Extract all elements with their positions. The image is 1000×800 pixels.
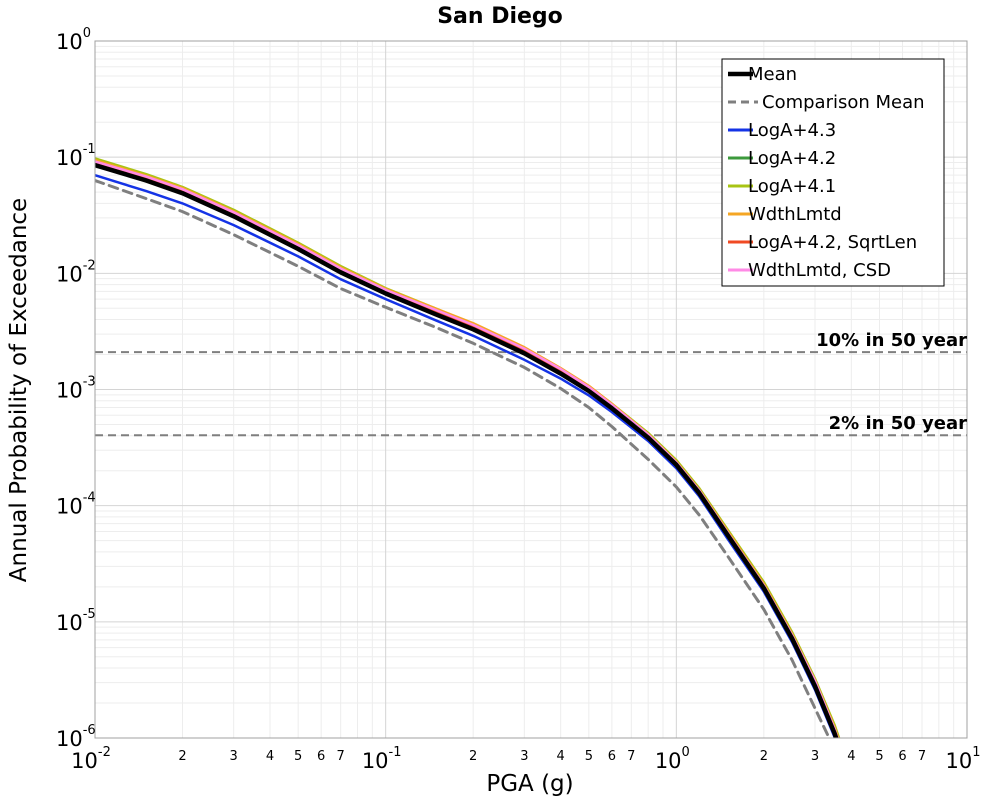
- x-minor-tick-label: 5: [294, 749, 302, 764]
- legend-label: LogA+4.1: [748, 176, 836, 197]
- plot-frame: [94, 40, 968, 739]
- x-minor-tick-label: 7: [627, 749, 635, 764]
- legend-box: [721, 58, 945, 287]
- x-minor-tick-label: 3: [520, 749, 528, 764]
- x-tick-label: 101: [945, 745, 980, 773]
- legend-label: WdthLmtd: [748, 204, 842, 225]
- y-tick-label: 10-2: [56, 258, 96, 286]
- x-minor-tick-label: 5: [585, 749, 593, 764]
- legend: Mean Comparison Mean LogA+4.3 LogA+4.2 LogA+…: [721, 58, 945, 287]
- x-minor-tick-label: 7: [337, 749, 345, 764]
- y-tick-label: 100: [56, 26, 91, 54]
- x-minor-tick-label: 2: [760, 749, 768, 764]
- x-minor-tick-label: 3: [811, 749, 819, 764]
- x-minor-tick-label: 4: [557, 749, 565, 764]
- y-tick-label: 10-5: [56, 607, 96, 635]
- reference-label: 10% in 50 year: [816, 330, 967, 351]
- x-minor-tick-label: 2: [178, 749, 186, 764]
- x-axis-label: PGA (g): [486, 771, 573, 797]
- x-minor-tick-label: 4: [847, 749, 855, 764]
- legend-label: Comparison Mean: [762, 92, 925, 113]
- x-tick-label: 10-2: [71, 745, 111, 773]
- legend-label: Mean: [748, 64, 797, 85]
- x-minor-tick-label: 5: [875, 749, 883, 764]
- series-layer: [95, 157, 841, 738]
- y-tick-label: 10-1: [56, 142, 96, 170]
- y-axis-ticks: 100 10-1 10-2 10-3 10-4 10-5 10-6: [56, 26, 96, 751]
- x-minor-tick-label: 6: [317, 749, 325, 764]
- legend-label: LogA+4.2: [748, 148, 836, 169]
- reference-label: 2% in 50 year: [829, 413, 967, 434]
- legend-label: LogA+4.2, SqrtLen: [748, 232, 917, 253]
- y-tick-label: 10-3: [56, 375, 96, 403]
- chart-title: San Diego: [437, 4, 563, 29]
- reference-labels: 10% in 50 year 2% in 50 year: [816, 330, 967, 434]
- x-tick-label: 100: [655, 745, 690, 773]
- y-tick-label: 10-4: [56, 491, 96, 519]
- y-tick-label: 10-6: [56, 723, 96, 751]
- x-tick-label: 10-1: [362, 745, 402, 773]
- series-line-comparison-mean: [95, 179, 831, 738]
- x-minor-tick-label: 6: [608, 749, 616, 764]
- x-minor-tick-label: 4: [266, 749, 274, 764]
- series-line-mean: [95, 162, 839, 738]
- x-minor-tick-label: 3: [230, 749, 238, 764]
- x-minor-tick-label: 7: [918, 749, 926, 764]
- legend-label: WdthLmtd, CSD: [748, 260, 891, 281]
- x-minor-tick-label: 2: [469, 749, 477, 764]
- y-axis-label: Annual Probability of Exceedance: [6, 198, 32, 582]
- x-minor-tick-label: 6: [898, 749, 906, 764]
- legend-label: LogA+4.3: [748, 120, 836, 141]
